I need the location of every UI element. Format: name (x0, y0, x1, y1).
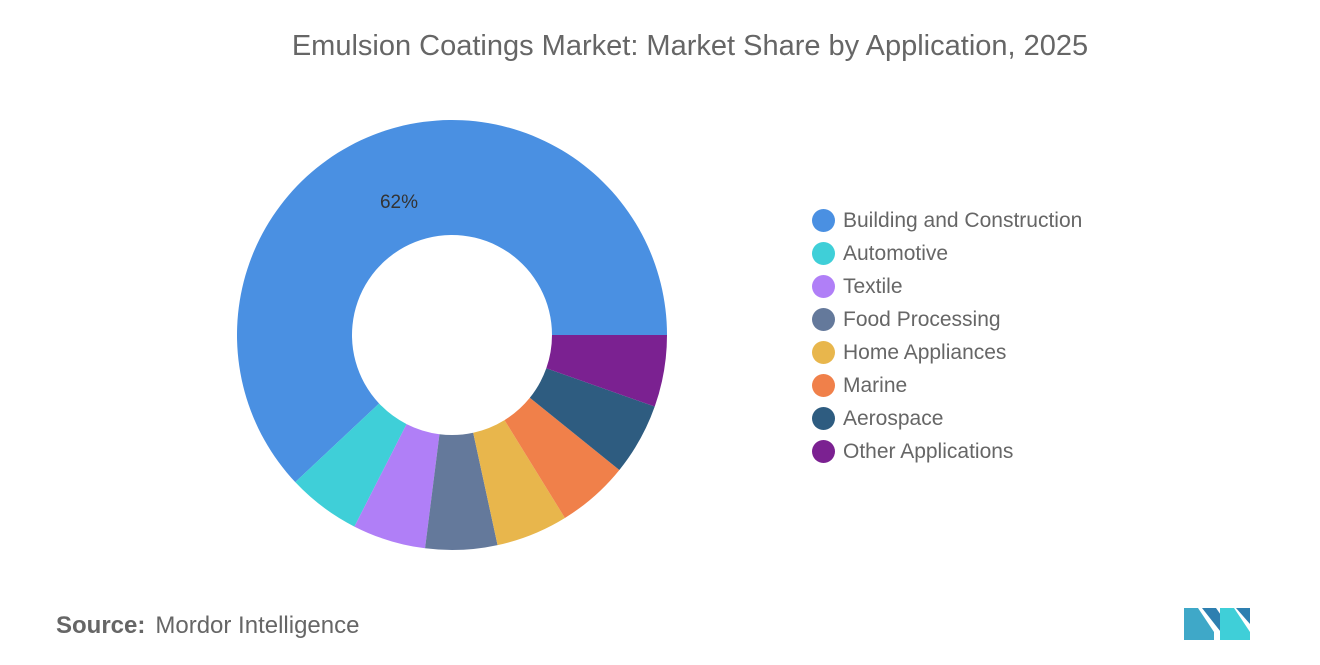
legend-label: Home Appliances (843, 340, 1007, 364)
legend-item: Food Processing (812, 303, 1082, 336)
legend-swatch (812, 440, 835, 463)
legend-swatch (812, 407, 835, 430)
slice-automotive (295, 403, 407, 527)
legend-item: Aerospace (812, 402, 1082, 435)
legend-label: Marine (843, 373, 908, 397)
legend-swatch (812, 275, 835, 298)
legend-item: Marine (812, 369, 1082, 402)
slice-building-and-construction (237, 119, 667, 483)
legend-label: Food Processing (843, 307, 1001, 331)
source: Source: Mordor Intelligence (56, 612, 359, 640)
legend-swatch (812, 242, 835, 265)
source-label: Source: (56, 612, 146, 639)
legend-label: Aerospace (843, 406, 944, 430)
legend-item: Automotive (812, 237, 1082, 270)
legend-item: Other Applications (812, 435, 1082, 468)
legend-item: Home Appliances (812, 336, 1082, 369)
legend: Building and Construction Automotive Texti… (812, 204, 1082, 468)
legend-label: Building and Construction (843, 208, 1083, 232)
legend-swatch (812, 341, 835, 364)
mordor-logo-icon (1184, 608, 1250, 640)
chart-title: Emulsion Coatings Market: Market Share b… (291, 30, 1089, 62)
source-value: Mordor Intelligence (155, 612, 360, 639)
slice-textile (354, 424, 440, 549)
legend-label: Textile (843, 274, 903, 298)
slice-food-processing (425, 432, 498, 551)
legend-swatch (812, 209, 835, 232)
legend-label: Other Applications (843, 439, 1014, 463)
legend-label: Automotive (843, 241, 949, 265)
slice-marine (504, 397, 620, 518)
legend-swatch (812, 308, 835, 331)
slice-aerospace (529, 368, 655, 470)
legend-item: Building and Construction (812, 204, 1082, 237)
slice-other-applications (546, 335, 667, 407)
legend-swatch (812, 374, 835, 397)
legend-item: Textile (812, 270, 1082, 303)
slice-home-appliances (473, 420, 565, 546)
data-label-building-and-construction: 62% (380, 192, 418, 213)
